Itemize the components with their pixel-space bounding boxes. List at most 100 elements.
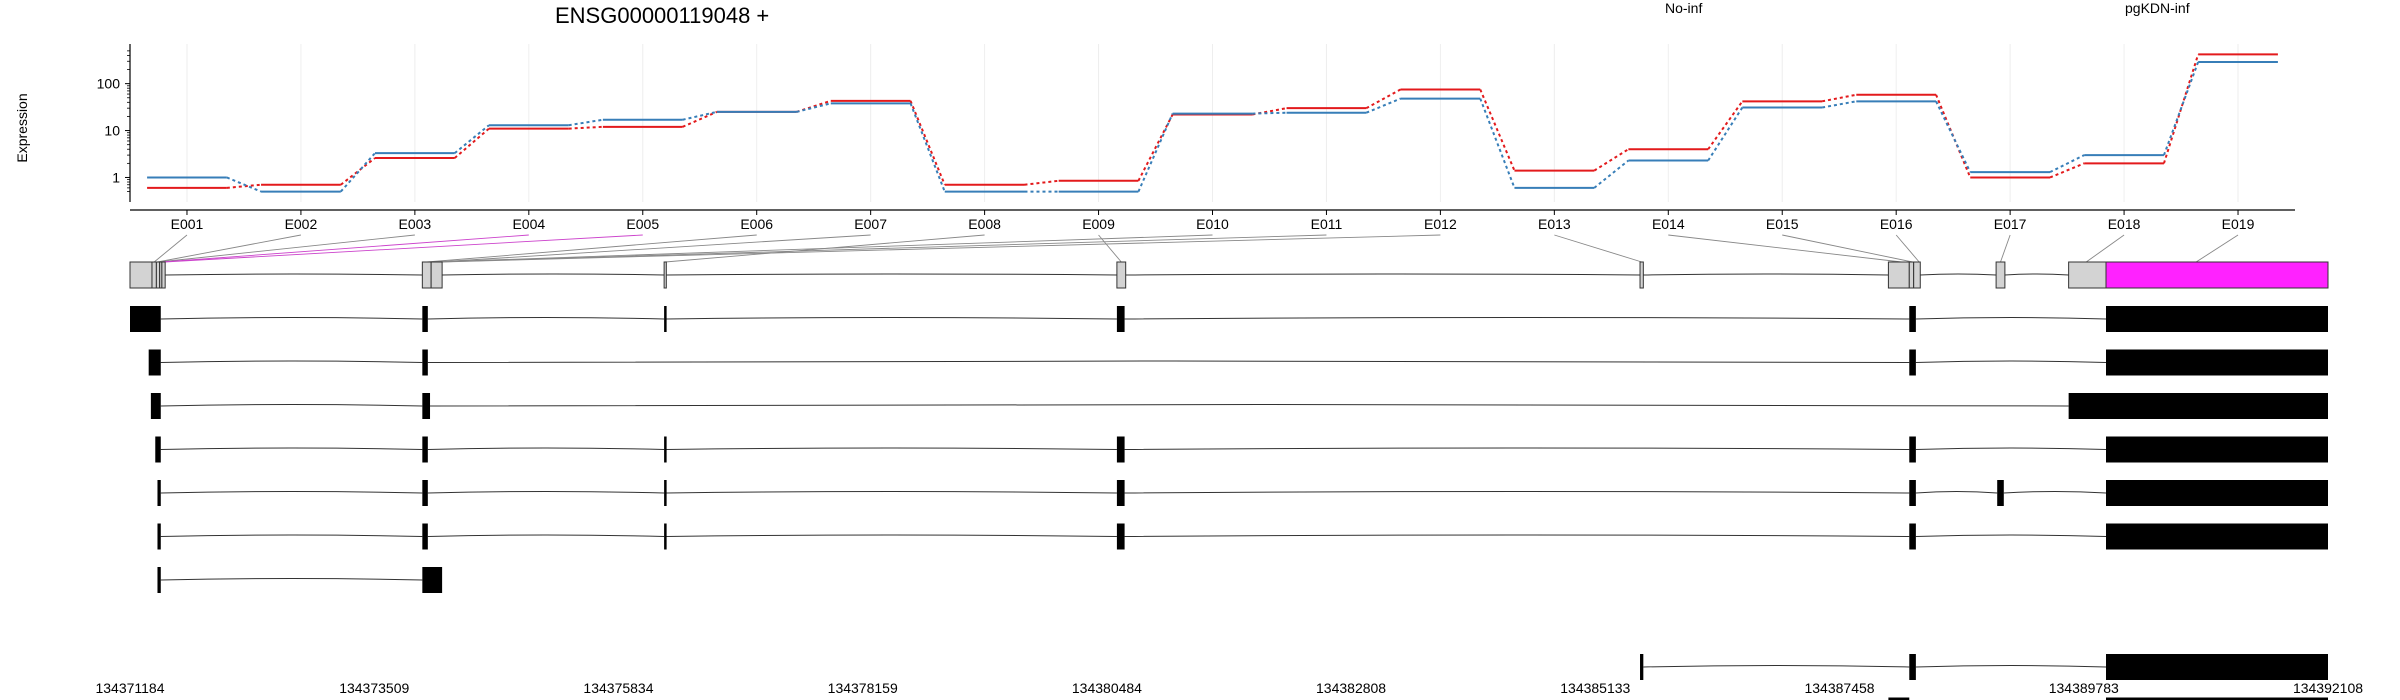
gene-exon <box>1116 261 1127 289</box>
exon-label: E019 <box>2222 216 2255 232</box>
transcript-exon <box>157 567 161 593</box>
transcript-intron <box>427 317 665 320</box>
exon-connector <box>158 234 415 263</box>
series-transition <box>1479 89 1516 172</box>
series-transition <box>1365 88 1401 110</box>
gene-exon <box>1913 261 1921 289</box>
gene-exon <box>161 261 166 289</box>
series-transition <box>226 176 262 193</box>
exon-label: E010 <box>1196 216 1229 232</box>
exon-connectors <box>153 234 2239 263</box>
transcript-exon <box>1909 349 1916 376</box>
transcript-intron <box>430 404 2069 407</box>
transcript-exon <box>422 349 428 376</box>
exon-label: E004 <box>512 216 545 232</box>
series-transition <box>2049 154 2085 174</box>
transcript-exon <box>2106 306 2328 332</box>
exon-label: E014 <box>1652 216 1685 232</box>
transcript-intron <box>427 491 665 494</box>
transcript-exon <box>1888 697 1910 700</box>
y-axis: 1 10 100 <box>97 44 131 202</box>
exon-connector <box>2085 234 2125 263</box>
transcript-intron <box>160 317 423 320</box>
exon-connector <box>1098 234 1122 263</box>
series-transition <box>682 110 718 128</box>
series-transition <box>1707 100 1744 150</box>
gene-exon <box>1639 261 1644 289</box>
exon-connector <box>433 234 1213 263</box>
coordinate-label: 134375834 <box>583 680 653 696</box>
transcript-intron <box>160 491 423 494</box>
exon-label: E002 <box>285 216 318 232</box>
gene-exon <box>663 261 667 289</box>
gene-intron <box>1643 273 1889 276</box>
gene-intron <box>1125 273 1641 276</box>
transcript-exon <box>130 306 161 332</box>
exon-label: E015 <box>1766 216 1799 232</box>
series-transition <box>1479 98 1516 189</box>
transcript-exon <box>1909 436 1916 463</box>
coordinate-label: 134378159 <box>828 680 898 696</box>
gene-exon <box>1995 261 2006 289</box>
series-transition <box>454 127 490 159</box>
series-transition <box>1593 148 1629 172</box>
series-transition <box>2163 61 2200 156</box>
gene-intron <box>165 273 423 276</box>
exon-label: E006 <box>740 216 773 232</box>
series-transition <box>454 124 490 154</box>
transcripts <box>130 306 2328 700</box>
transcript-exon <box>2106 480 2328 506</box>
y-tick-label: 10 <box>104 123 120 139</box>
transcript-intron <box>666 534 1117 537</box>
exon-connector <box>1782 234 1913 263</box>
transcript-intron <box>160 360 423 363</box>
transcript-intron <box>1915 360 2107 363</box>
transcript-exon <box>1909 523 1916 550</box>
transcript-intron <box>1643 665 1910 668</box>
gene-intron <box>442 273 665 276</box>
transcript-exon <box>422 480 428 506</box>
transcript-exon <box>157 480 161 506</box>
transcript-intron <box>427 360 1910 363</box>
series-transition <box>1821 100 1857 109</box>
gene-intron <box>1920 273 1997 276</box>
series-transition <box>2163 54 2200 164</box>
y-tick-label: 100 <box>97 76 121 92</box>
transcript-intron <box>1915 534 2107 537</box>
transcript-exon <box>2106 349 2328 376</box>
transcript-intron <box>666 317 1117 320</box>
transcript-intron <box>160 404 423 407</box>
gene-intron <box>2004 273 2069 276</box>
gene-exon <box>430 261 443 289</box>
transcript-exon <box>422 393 431 419</box>
exon-label: E005 <box>626 216 659 232</box>
exon-connector <box>436 234 871 263</box>
series-transition <box>909 102 946 192</box>
transcript-intron <box>1915 491 1998 494</box>
exon-connector <box>164 234 643 263</box>
series-transition <box>1137 113 1174 192</box>
transcript-exon <box>422 567 443 593</box>
series-transition <box>1137 114 1174 182</box>
y-tick-label: 1 <box>112 169 120 185</box>
transcript-exon <box>1116 306 1125 332</box>
transcript-intron <box>1915 447 2107 450</box>
legend-no-inf: No-inf <box>1665 0 1702 16</box>
transcript-intron <box>1915 317 2107 320</box>
transcript-intron <box>160 578 423 581</box>
transcript-exon <box>1909 654 1916 680</box>
gene-exon <box>2105 261 2329 289</box>
transcript-exon <box>664 480 667 506</box>
gene-exon <box>1908 261 1915 289</box>
coordinate-label: 134373509 <box>339 680 409 696</box>
transcript-intron <box>666 491 1117 494</box>
transcript-exon <box>1909 480 1916 506</box>
series-lines <box>147 53 2278 193</box>
exon-connector <box>2000 234 2011 263</box>
transcript-exon <box>155 436 161 463</box>
series-transition <box>340 152 376 193</box>
gene-title: ENSG00000119048 + <box>555 3 769 28</box>
exon-connector <box>157 234 302 263</box>
transcript-exon <box>2106 436 2328 463</box>
